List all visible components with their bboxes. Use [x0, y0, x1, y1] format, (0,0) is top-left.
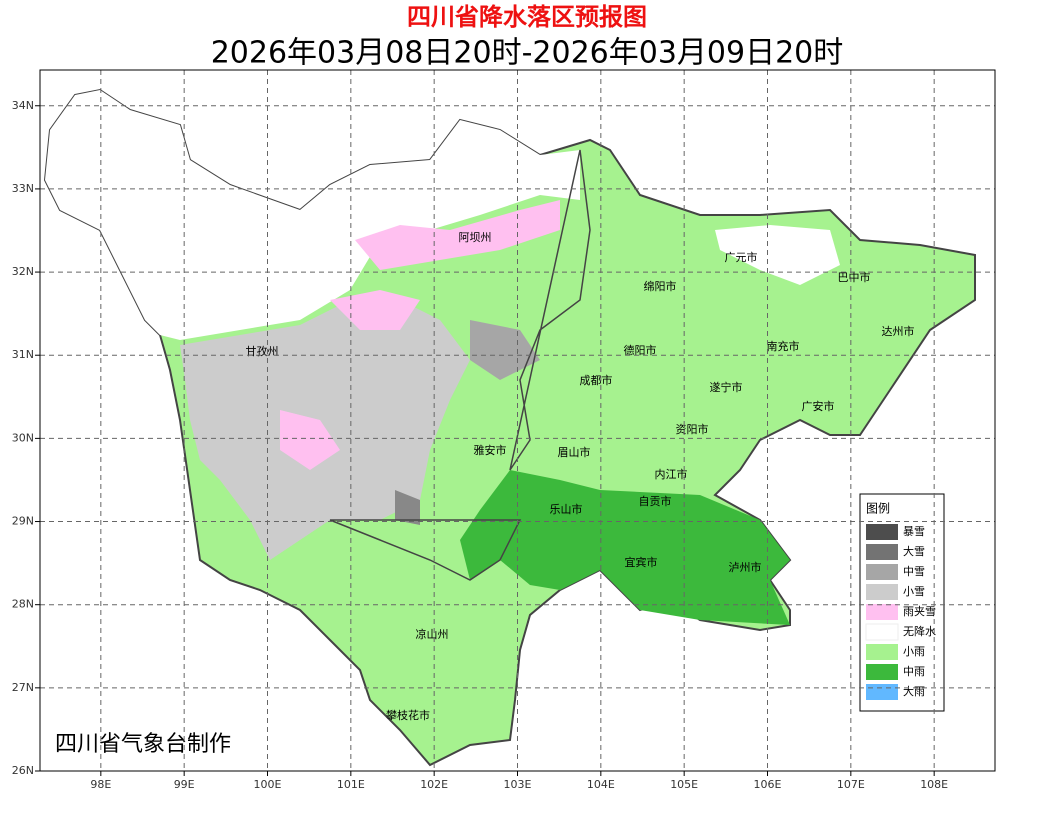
region-border: [329, 519, 522, 581]
y-tick-label: 26N: [12, 764, 34, 777]
place-label: 广元市: [725, 250, 758, 264]
legend-title: 图例: [866, 502, 890, 516]
y-tick-label: 31N: [12, 348, 34, 361]
place-label: 乐山市: [550, 502, 583, 516]
place-label: 资阳市: [676, 422, 709, 436]
x-tick-label: 101E: [337, 778, 365, 791]
moderate-rain-area: [460, 470, 790, 625]
place-label: 遂宁市: [710, 380, 743, 394]
x-tick-label: 102E: [420, 778, 448, 791]
legend-swatch: [866, 524, 898, 540]
place-label: 泸州市: [729, 560, 762, 574]
no-rain-area: [45, 90, 580, 340]
x-tick-label: 104E: [587, 778, 615, 791]
place-label: 成都市: [580, 373, 613, 387]
legend-label: 中雪: [903, 565, 925, 578]
y-tick-label: 32N: [12, 265, 34, 278]
legend-label: 小雨: [903, 645, 925, 658]
x-tick-label: 107E: [837, 778, 865, 791]
sleet-area: [355, 200, 560, 270]
legend-label: 大雨: [903, 684, 925, 698]
x-tick-label: 108E: [920, 778, 948, 791]
x-tick-label: 105E: [670, 778, 698, 791]
legend-swatch: [866, 664, 898, 680]
place-label: 巴中市: [838, 270, 871, 284]
place-label: 绵阳市: [644, 279, 677, 293]
place-label: 自贡市: [639, 494, 672, 508]
legend-label: 雨夹雪: [903, 605, 936, 618]
place-label: 甘孜州: [246, 344, 279, 358]
credit: 四川省气象台制作: [55, 732, 231, 757]
x-tick-label: 100E: [254, 778, 282, 791]
x-tick-label: 98E: [90, 778, 111, 791]
no-rain-area: [715, 225, 840, 285]
x-tick-label: 99E: [174, 778, 195, 791]
subtitle: 2026年03月08日20时-2026年03月09日20时: [211, 36, 844, 71]
y-tick-label: 29N: [12, 515, 34, 528]
map-frame: [39, 69, 996, 772]
y-tick-label: 30N: [12, 431, 34, 444]
place-label: 雅安市: [474, 443, 507, 457]
y-tick-label: 33N: [12, 182, 34, 195]
x-tick-label: 106E: [754, 778, 782, 791]
place-label: 内江市: [655, 467, 688, 481]
legend-label: 大雪: [903, 544, 925, 558]
legend-swatch: [866, 544, 898, 560]
place-label: 凉山州: [416, 627, 449, 641]
legend-swatch: [866, 604, 898, 620]
legend-swatch: [866, 684, 898, 700]
legend-label: 中雨: [903, 665, 925, 678]
legend-swatch: [866, 564, 898, 580]
map-shapes: [43, 88, 976, 767]
legend-label: 暴雪: [903, 525, 925, 538]
place-label: 达州市: [882, 324, 915, 338]
moderate-snow-area: [395, 490, 420, 525]
legend-label: 小雪: [903, 585, 925, 598]
y-tick-label: 34N: [12, 99, 34, 112]
y-tick-label: 27N: [12, 681, 34, 694]
title: 四川省降水落区预报图: [407, 3, 647, 31]
legend-swatch: [865, 623, 899, 641]
sleet-area: [330, 290, 420, 330]
place-label: 阿坝州: [459, 230, 492, 244]
moderate-snow-area: [470, 320, 540, 380]
legend-swatch: [866, 644, 898, 660]
y-tick-label: 28N: [12, 598, 34, 611]
axes: 98E 99E 100E 101E 102E 103E 104E 105E 106E 107E 10…: [12, 69, 996, 791]
legend-label: 无降水: [903, 624, 936, 638]
place-label: 德阳市: [624, 343, 657, 357]
place-label: 攀枝花市: [386, 708, 430, 722]
sleet-area: [280, 410, 340, 470]
legend-swatch: [866, 584, 898, 600]
place-label: 宜宾市: [625, 555, 658, 569]
place-label: 眉山市: [558, 445, 591, 459]
x-tick-label: 103E: [504, 778, 532, 791]
place-label: 广安市: [802, 399, 835, 413]
place-label: 南充市: [767, 339, 800, 353]
